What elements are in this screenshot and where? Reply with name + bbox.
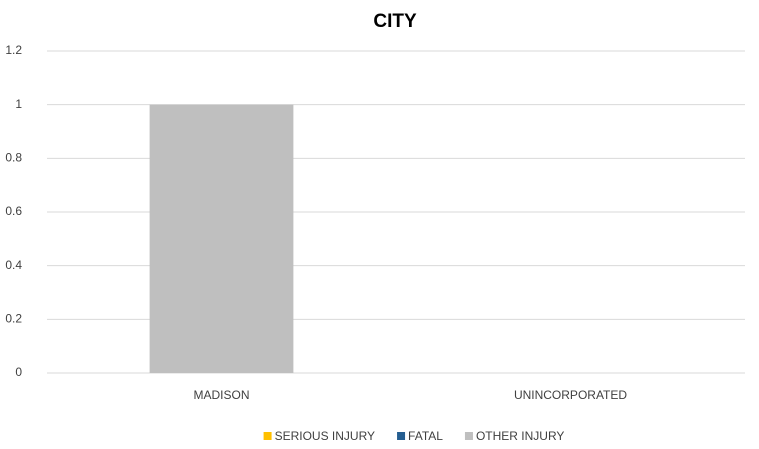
y-tick-label: 1 — [15, 97, 22, 111]
chart-title: CITY — [373, 11, 417, 32]
legend-swatch — [464, 432, 473, 440]
y-tick-label: 0.2 — [5, 312, 22, 326]
legend-swatch — [263, 432, 272, 440]
y-tick-label: 0.8 — [5, 151, 22, 165]
bar-segment — [149, 104, 294, 374]
legend-label: SERIOUS INJURY — [275, 429, 375, 443]
legend-swatch — [397, 432, 406, 440]
legend-label: FATAL — [408, 429, 443, 443]
y-tick-label: 0 — [15, 365, 22, 379]
x-tick-label: MADISON — [193, 388, 249, 402]
legend-label: OTHER INJURY — [476, 429, 564, 443]
y-tick-label: 0.4 — [5, 258, 22, 272]
x-tick-label: UNINCORPORATED — [514, 388, 627, 402]
y-tick-label: 1.2 — [5, 43, 22, 57]
y-tick-label: 0.6 — [5, 204, 22, 218]
